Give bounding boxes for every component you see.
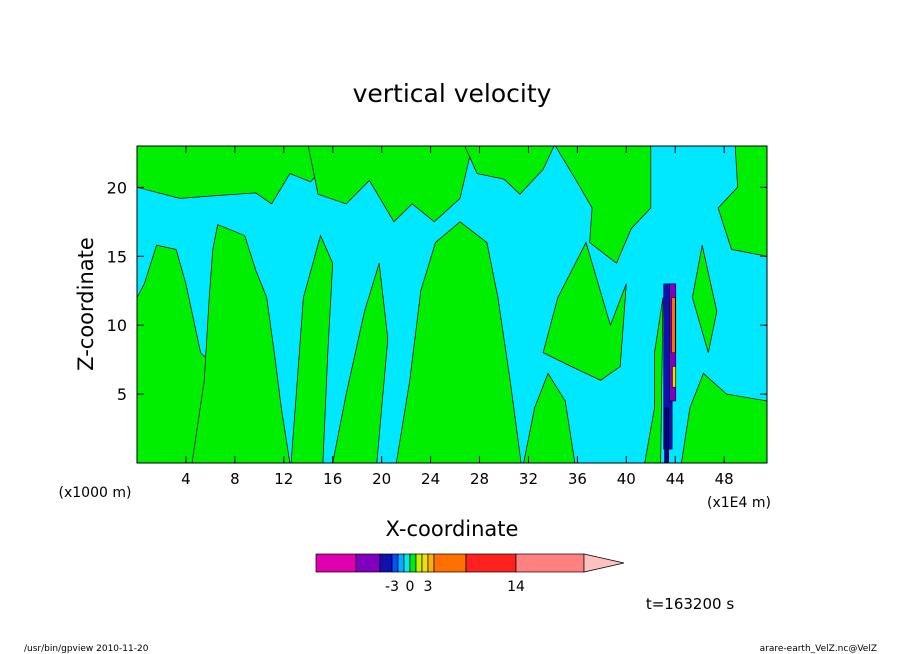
chart-title: vertical velocity [353, 79, 552, 108]
footer-left: /usr/bin/gpview 2010-11-20 [24, 644, 149, 654]
colorbar-bin-8 [421, 553, 429, 573]
core-cell-2 [671, 297, 676, 353]
y-axis-label: Z-coordinate [74, 237, 98, 371]
colorbar-bin-0 [315, 553, 357, 573]
x-axis: 4 8 12 16 20 24 28 32 36 40 44 48 [181, 146, 734, 488]
positive-region-13 [542, 241, 627, 381]
convective-core [663, 283, 677, 463]
colorbar [315, 553, 625, 573]
plot-area [137, 146, 767, 463]
positive-region-8 [464, 146, 555, 195]
colorbar-bin-9 [427, 553, 435, 573]
x-tick-label: 32 [519, 470, 538, 488]
positive-region-2 [290, 234, 334, 463]
x-unit-right: (x1E4 m) [707, 495, 771, 511]
positive-region-9 [554, 146, 652, 264]
colorbar-bin-10 [433, 553, 467, 573]
core-cell-3 [672, 366, 676, 388]
colorbar-extend [583, 553, 625, 573]
positive-region-14 [692, 245, 718, 353]
positive-region-10 [644, 297, 664, 463]
x-tick-label: 8 [230, 470, 240, 488]
y-tick-label: 15 [107, 247, 127, 266]
core-cell-4 [664, 407, 670, 463]
positive-region-7 [307, 146, 473, 223]
x-tick-label: 36 [568, 470, 587, 488]
positive-region-3 [332, 263, 389, 463]
x-tick-label: 44 [666, 470, 685, 488]
colorbar-tick-label: 14 [507, 579, 525, 595]
colorbar-bin-4 [397, 553, 405, 573]
y-tick-label: 10 [107, 316, 127, 335]
colorbar-tick-label: 3 [424, 579, 433, 595]
colorbar-bin-7 [415, 553, 423, 573]
positive-region-1 [167, 224, 291, 463]
x-tick-label: 24 [421, 470, 440, 488]
positive-region-6 [137, 146, 341, 205]
positive-region-4 [395, 221, 522, 463]
x-tick-label: 12 [274, 470, 293, 488]
x-unit-left: (x1000 m) [59, 485, 132, 501]
x-tick-label: 28 [470, 470, 489, 488]
x-axis-label: X-coordinate [386, 517, 519, 541]
colorbar-bin-5 [403, 553, 411, 573]
colorbar-bin-2 [379, 553, 393, 573]
colorbar-bin-1 [355, 553, 381, 573]
y-tick-label: 5 [117, 385, 127, 404]
y-axis: 5 10 15 20 [107, 178, 767, 404]
colorbar-bin-3 [391, 553, 399, 573]
colorbar-tick-label: 0 [406, 579, 415, 595]
colorbar-tick-label: -3 [385, 579, 399, 595]
x-tick-label: 20 [372, 470, 391, 488]
x-tick-label: 16 [323, 470, 342, 488]
colorbar-labels: -3 0 3 14 [385, 579, 525, 595]
colorbar-bin-6 [409, 553, 417, 573]
colorbar-bin-11 [465, 553, 517, 573]
positive-region-11 [681, 372, 767, 463]
x-tick-label: 48 [715, 470, 734, 488]
positive-region-5 [523, 372, 576, 463]
x-tick-label: 40 [617, 470, 636, 488]
positive-region-12 [717, 146, 767, 257]
positive-velocity-regions [137, 146, 767, 463]
plot-frame [136, 145, 768, 464]
time-label: t=163200 s [646, 595, 734, 613]
footer-right: arare-earth_VelZ.nc@VelZ [760, 644, 877, 654]
y-tick-label: 20 [107, 178, 127, 197]
colorbar-bin-12 [515, 553, 585, 573]
x-tick-label: 4 [181, 470, 191, 488]
